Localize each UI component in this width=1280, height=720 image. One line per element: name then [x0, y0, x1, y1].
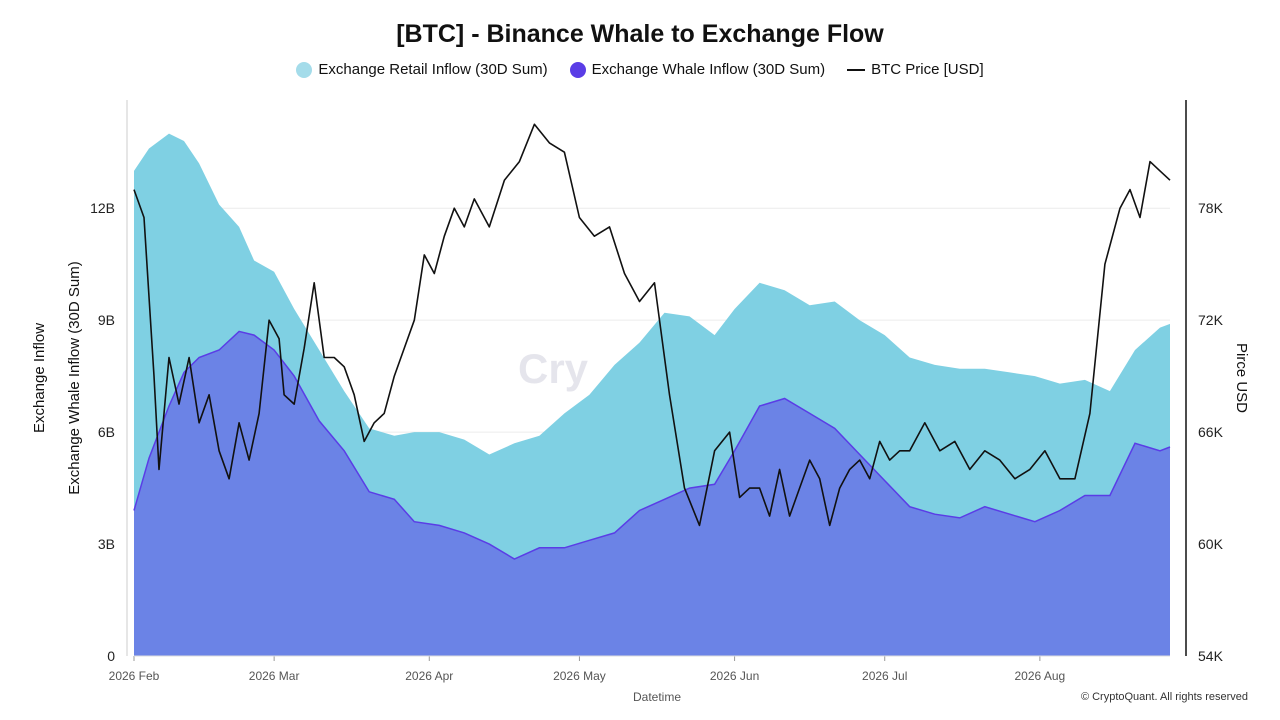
y-right-tick-label: 72K [1198, 312, 1224, 328]
legend-item-whale[interactable]: Exchange Whale Inflow (30D Sum) [569, 61, 826, 78]
x-tick-label: 2026 Aug [1015, 669, 1066, 683]
y-left-axis-title: Exchange Inflow [31, 323, 48, 433]
x-tick-label: 2026 Mar [249, 669, 300, 683]
legend-label-retail: Exchange Retail Inflow (30D Sum) [318, 61, 548, 78]
y-left-tick-label: 6B [98, 424, 115, 440]
watermark: Cry [518, 345, 589, 392]
y-right-tick-label: 54K [1198, 648, 1224, 664]
y-left-tick-label: 3B [98, 536, 115, 552]
whale-inflow-line [133, 330, 1171, 560]
y-right-axis-title: Pirce USD [1233, 343, 1250, 413]
y-right-tick-label: 78K [1198, 200, 1224, 216]
legend: Exchange Retail Inflow (30D Sum) Exchang… [0, 61, 1280, 78]
x-tick-label: 2026 May [553, 669, 606, 683]
y-left-tick-label: 0 [107, 648, 115, 664]
whale-inflow-area [134, 331, 1170, 656]
y-right-tick-label: 60K [1198, 536, 1224, 552]
x-tick-label: 2026 Apr [405, 669, 453, 683]
chart-title: [BTC] - Binance Whale to Exchange Flow [396, 20, 884, 48]
legend-swatch-retail [296, 61, 313, 78]
y-right-tick-label: 66K [1198, 424, 1224, 440]
btc-price-line [133, 123, 1171, 527]
legend-label-price: BTC Price [USD] [871, 61, 984, 78]
legend-swatch-whale [569, 61, 586, 78]
legend-swatch-price [847, 68, 866, 71]
x-tick-label: 2026 Jul [862, 669, 907, 683]
y-left-axis-subtitle: Exchange Whale Inflow (30D Sum) [66, 261, 83, 494]
x-tick-label: 2026 Feb [109, 669, 160, 683]
legend-item-retail[interactable]: Exchange Retail Inflow (30D Sum) [296, 61, 548, 78]
x-tick-label: 2026 Jun [710, 669, 759, 683]
y-left-tick-label: 9B [98, 312, 115, 328]
x-axis-title: Datetime [633, 690, 681, 704]
copyright-notice: © CryptoQuant. All rights reserved [1080, 691, 1248, 703]
legend-item-price[interactable]: BTC Price [USD] [847, 61, 984, 78]
legend-label-whale: Exchange Whale Inflow (30D Sum) [591, 61, 826, 78]
y-left-tick-label: 12B [90, 200, 115, 216]
